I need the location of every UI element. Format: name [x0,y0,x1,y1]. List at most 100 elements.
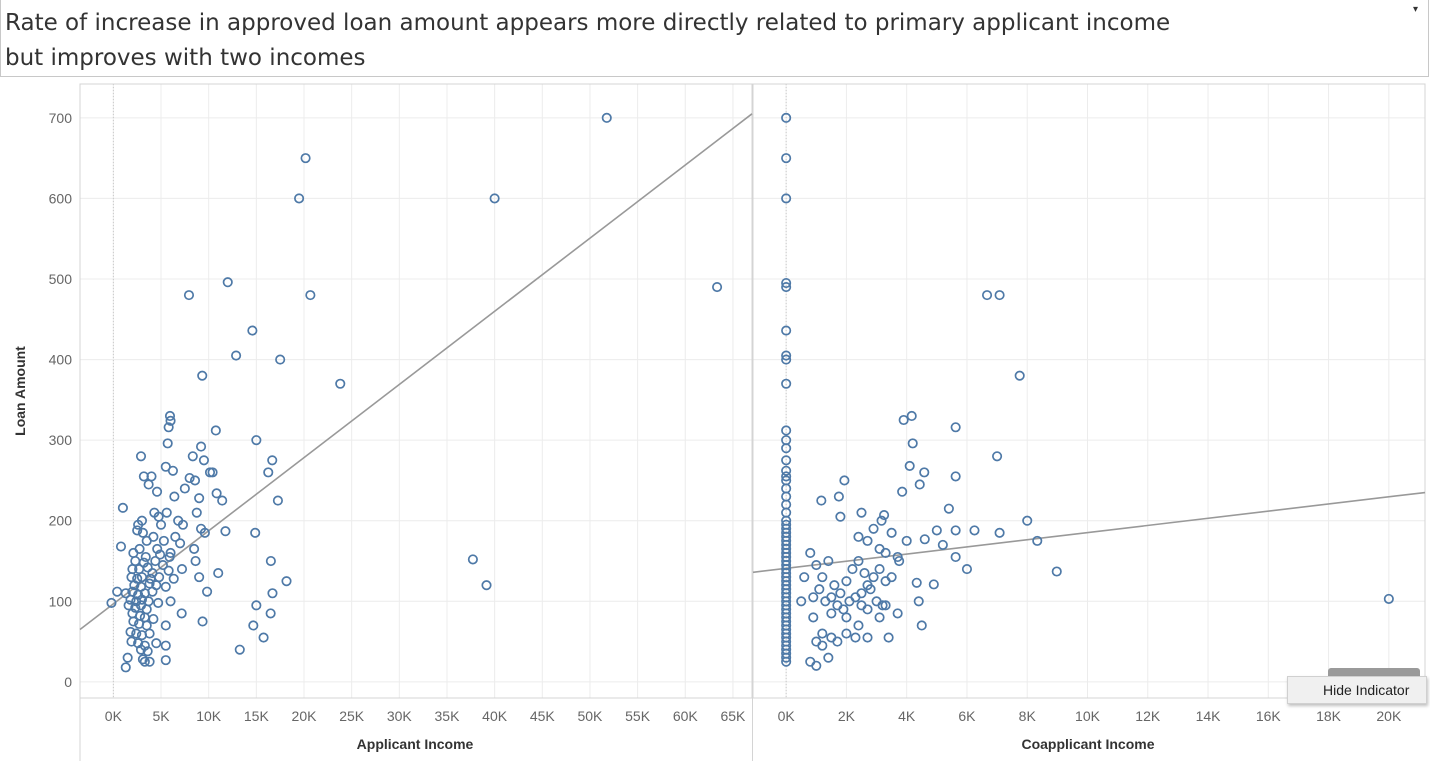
data-point-applicant[interactable] [250,527,261,538]
hide-indicator-button[interactable]: Hide Indicator [1287,676,1427,704]
data-point-coapplicant[interactable] [817,640,828,651]
data-point-coapplicant[interactable] [1032,535,1043,546]
data-point-applicant[interactable] [144,656,155,667]
data-point-coapplicant[interactable] [876,515,887,526]
data-point-applicant[interactable] [135,644,147,655]
data-point-applicant[interactable] [147,586,158,597]
data-point-applicant[interactable] [158,535,169,546]
data-point-coapplicant[interactable] [950,471,961,482]
data-point-applicant[interactable] [123,600,134,611]
data-point-applicant[interactable] [234,644,245,655]
data-point-applicant[interactable] [163,565,174,576]
data-point-coapplicant[interactable] [906,410,917,422]
data-point-coapplicant[interactable] [781,282,792,293]
data-point-applicant[interactable] [117,502,128,513]
data-point-applicant[interactable] [132,525,143,536]
data-point-coapplicant[interactable] [816,495,827,506]
data-point-applicant[interactable] [164,551,175,563]
data-point-applicant[interactable] [207,467,218,478]
data-point-applicant[interactable] [160,655,171,666]
data-point-applicant[interactable] [251,435,262,446]
data-point-applicant[interactable] [168,573,179,584]
data-point-applicant[interactable] [176,608,187,619]
data-point-coapplicant[interactable] [904,460,915,471]
data-point-coapplicant[interactable] [928,579,939,590]
data-point-applicant[interactable] [137,654,148,665]
data-point-coapplicant[interactable] [781,112,792,123]
data-point-coapplicant[interactable] [992,451,1003,462]
data-point-coapplicant[interactable] [886,572,897,583]
data-point-coapplicant[interactable] [907,438,918,449]
data-point-coapplicant[interactable] [862,580,873,591]
data-point-applicant[interactable] [125,626,136,637]
data-point-applicant[interactable] [467,554,478,565]
data-point-coapplicant[interactable] [781,465,792,476]
data-point-coapplicant[interactable] [931,525,942,536]
data-point-applicant[interactable] [128,547,139,559]
data-point-applicant[interactable] [189,475,201,486]
data-point-coapplicant[interactable] [994,290,1005,301]
data-point-applicant[interactable] [222,277,233,288]
data-point-applicant[interactable] [177,519,188,530]
data-point-coapplicant[interactable] [892,608,903,619]
data-point-applicant[interactable] [170,531,181,542]
data-point-coapplicant[interactable] [781,656,792,667]
data-point-coapplicant[interactable] [898,414,909,426]
data-point-coapplicant[interactable] [826,632,837,643]
data-point-applicant[interactable] [335,378,346,389]
data-point-coapplicant[interactable] [862,535,873,546]
data-point-coapplicant[interactable] [880,600,891,611]
data-point-coapplicant[interactable] [856,600,867,611]
data-point-coapplicant[interactable] [781,193,792,204]
data-point-applicant[interactable] [143,479,154,490]
data-point-coapplicant[interactable] [832,636,843,647]
data-point-coapplicant[interactable] [811,559,822,571]
data-point-applicant[interactable] [217,495,228,506]
data-point-coapplicant[interactable] [982,290,993,301]
data-point-coapplicant[interactable] [829,580,840,591]
data-point-applicant[interactable] [139,656,150,667]
data-point-applicant[interactable] [175,538,186,549]
data-point-applicant[interactable] [275,354,286,365]
data-point-applicant[interactable] [130,555,141,567]
data-point-applicant[interactable] [151,638,162,649]
data-point-applicant[interactable] [155,549,166,560]
data-point-applicant[interactable] [160,581,171,592]
data-point-applicant[interactable] [198,455,210,466]
data-point-applicant[interactable] [163,422,174,433]
data-point-coapplicant[interactable] [835,511,846,522]
data-point-applicant[interactable] [154,572,165,583]
data-point-coapplicant[interactable] [832,600,843,611]
data-point-coapplicant[interactable] [847,564,858,575]
data-point-applicant[interactable] [220,526,231,537]
data-point-applicant[interactable] [489,193,500,204]
data-point-coapplicant[interactable] [916,620,927,631]
data-point-coapplicant[interactable] [914,479,925,490]
data-point-applicant[interactable] [281,576,292,587]
data-point-applicant[interactable] [141,535,152,546]
data-point-coapplicant[interactable] [859,568,870,579]
data-point-applicant[interactable] [197,370,208,381]
data-point-applicant[interactable] [265,608,276,619]
data-point-applicant[interactable] [157,559,168,571]
data-point-applicant[interactable] [176,564,188,575]
data-point-coapplicant[interactable] [937,539,948,550]
data-point-applicant[interactable] [129,580,140,591]
data-point-applicant[interactable] [712,282,723,293]
data-point-applicant[interactable] [128,616,139,627]
data-point-applicant[interactable] [263,467,274,478]
data-point-coapplicant[interactable] [853,531,864,542]
data-point-coapplicant[interactable] [913,596,924,607]
data-point-applicant[interactable] [126,572,137,583]
data-point-applicant[interactable] [601,112,612,123]
data-point-coapplicant[interactable] [781,443,792,454]
data-point-applicant[interactable] [197,616,208,627]
dropdown-caret-icon[interactable]: ▾ [1412,4,1418,15]
data-point-applicant[interactable] [126,636,137,647]
data-point-coapplicant[interactable] [833,491,844,502]
data-point-coapplicant[interactable] [892,551,903,563]
data-point-applicant[interactable] [165,547,176,559]
data-point-coapplicant[interactable] [808,612,819,623]
data-point-coapplicant[interactable] [874,564,885,575]
data-point-applicant[interactable] [247,325,258,336]
